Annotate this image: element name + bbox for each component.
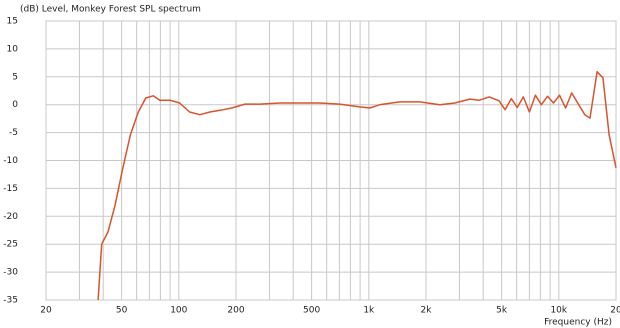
- y-tick-label: -10: [3, 156, 18, 166]
- x-axis-label: Frequency (Hz): [544, 318, 612, 328]
- y-tick-label: -30: [3, 268, 18, 278]
- y-tick-label: 10: [7, 44, 19, 54]
- x-tick-label: 200: [227, 306, 244, 316]
- y-tick-label: -25: [3, 240, 18, 250]
- y-tick-label: -5: [9, 128, 18, 138]
- x-tick-label: 20: [40, 306, 52, 316]
- x-tick-label: 100: [170, 306, 187, 316]
- x-tick-label: 10k: [550, 306, 567, 316]
- chart-title: (dB) Level, Monkey Forest SPL spectrum: [20, 5, 201, 15]
- y-tick-label: 0: [12, 100, 18, 110]
- y-tick-label: -20: [3, 212, 18, 222]
- response-curve: [97, 71, 617, 301]
- x-tick-label: 5k: [496, 306, 508, 316]
- x-tick-label: 20: [610, 306, 620, 316]
- x-tick-label: 1k: [363, 306, 375, 316]
- y-tick-label: 15: [7, 17, 18, 27]
- y-tick-label: 5: [12, 72, 18, 82]
- x-tick-label: 50: [116, 306, 128, 316]
- x-tick-label: 2k: [421, 306, 433, 316]
- x-tick-label: 500: [303, 306, 320, 316]
- y-tick-label: -15: [3, 184, 18, 194]
- y-tick-label: -35: [3, 296, 18, 306]
